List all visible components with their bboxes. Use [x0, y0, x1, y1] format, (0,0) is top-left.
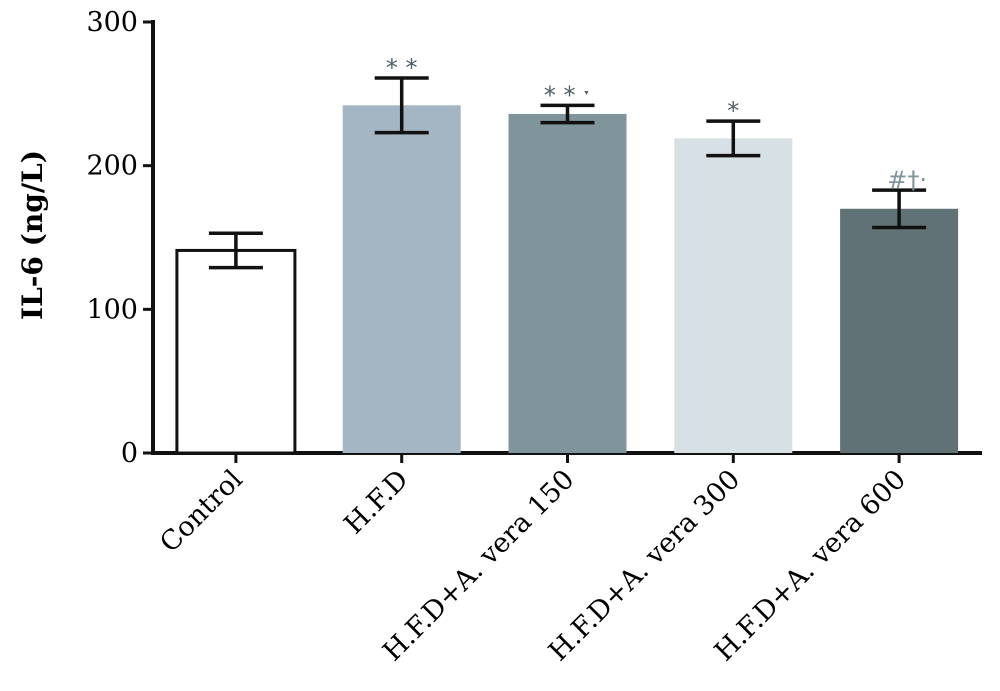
- significance-labels: * * * * ˑ * #†·: [386, 54, 927, 194]
- x-tick-label: H.F.D+A. vera 150: [377, 464, 580, 667]
- y-tick-label: 0: [121, 438, 138, 469]
- bar: [840, 208, 959, 453]
- y-ticks: 0 100 200 300: [86, 7, 153, 469]
- x-tick-label: H.F.D+A. vera 600: [709, 464, 912, 667]
- x-ticks: [234, 453, 901, 463]
- y-tick-label: 300: [86, 7, 138, 38]
- significance-label: * *: [386, 54, 418, 82]
- error-bars: [208, 76, 927, 270]
- bar: [342, 105, 461, 454]
- x-tick-label: H.F.D+A. vera 300: [543, 464, 746, 667]
- significance-label: * * ˑ: [544, 81, 591, 109]
- bar: [508, 113, 627, 454]
- y-axis-label: IL-6 (ng/L): [16, 150, 49, 320]
- x-tick-label: Control: [154, 464, 249, 559]
- bar: [175, 248, 297, 455]
- bar: [674, 138, 793, 453]
- significance-label: #†·: [887, 166, 927, 194]
- significance-label: *: [727, 97, 739, 125]
- x-tick-label: H.F.D: [338, 464, 414, 540]
- bars: [175, 105, 959, 455]
- y-tick-label: 200: [86, 151, 138, 182]
- y-tick-label: 100: [86, 294, 138, 325]
